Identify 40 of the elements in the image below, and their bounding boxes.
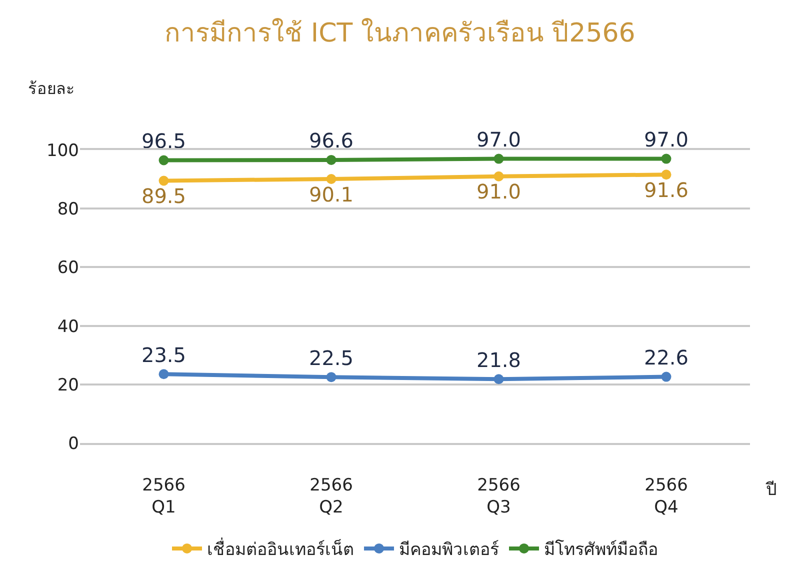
y-tick-label: 60 xyxy=(57,258,79,278)
data-label: 22.6 xyxy=(644,346,689,370)
y-tick-label: 80 xyxy=(57,200,79,220)
point xyxy=(326,174,336,184)
x-tick-label: 2566 Q4 xyxy=(644,475,688,518)
data-label: 22.5 xyxy=(308,346,354,370)
point xyxy=(661,154,672,164)
data-label: 91.0 xyxy=(476,180,522,204)
point xyxy=(494,154,504,164)
point xyxy=(326,154,336,165)
point xyxy=(661,170,672,180)
point xyxy=(661,372,672,382)
legend-label: เชื่อมต่ออินเทอร์เน็ต xyxy=(207,537,354,560)
chart-title: การมีการใช้ ICT ในภาคครัวเรือน ปี2566 xyxy=(164,18,636,48)
data-label: 96.5 xyxy=(141,129,186,153)
y-tick-label: 40 xyxy=(57,316,79,337)
point xyxy=(158,369,169,380)
x-tick-label: 2566 Q3 xyxy=(477,475,520,518)
point xyxy=(158,176,169,186)
y-axis-title: ร้อยละ xyxy=(28,79,75,98)
legend-label: มีโทรศัพท์มือถือ xyxy=(544,539,658,560)
data-label: 90.1 xyxy=(308,182,354,206)
x-tick-label: 2566 Q2 xyxy=(310,475,353,518)
data-label: 97.0 xyxy=(644,128,689,152)
legend-label: มีคอมพิวเตอร์ xyxy=(399,540,499,560)
data-label: 91.6 xyxy=(644,178,689,202)
point xyxy=(494,374,504,384)
point xyxy=(326,372,336,382)
data-label: 89.5 xyxy=(141,184,186,208)
data-label: 96.6 xyxy=(308,128,354,153)
y-tick-label: 20 xyxy=(57,375,79,396)
point xyxy=(158,155,169,166)
data-label: 23.5 xyxy=(141,342,186,367)
x-axis-title: ปี xyxy=(765,480,777,500)
y-tick-label: 100 xyxy=(46,140,79,161)
y-tick-label: 0 xyxy=(68,434,79,454)
point xyxy=(494,171,504,182)
x-tick-label: 2566 Q1 xyxy=(142,475,186,518)
data-label: 97.0 xyxy=(476,128,522,152)
data-label: 21.8 xyxy=(476,348,522,372)
